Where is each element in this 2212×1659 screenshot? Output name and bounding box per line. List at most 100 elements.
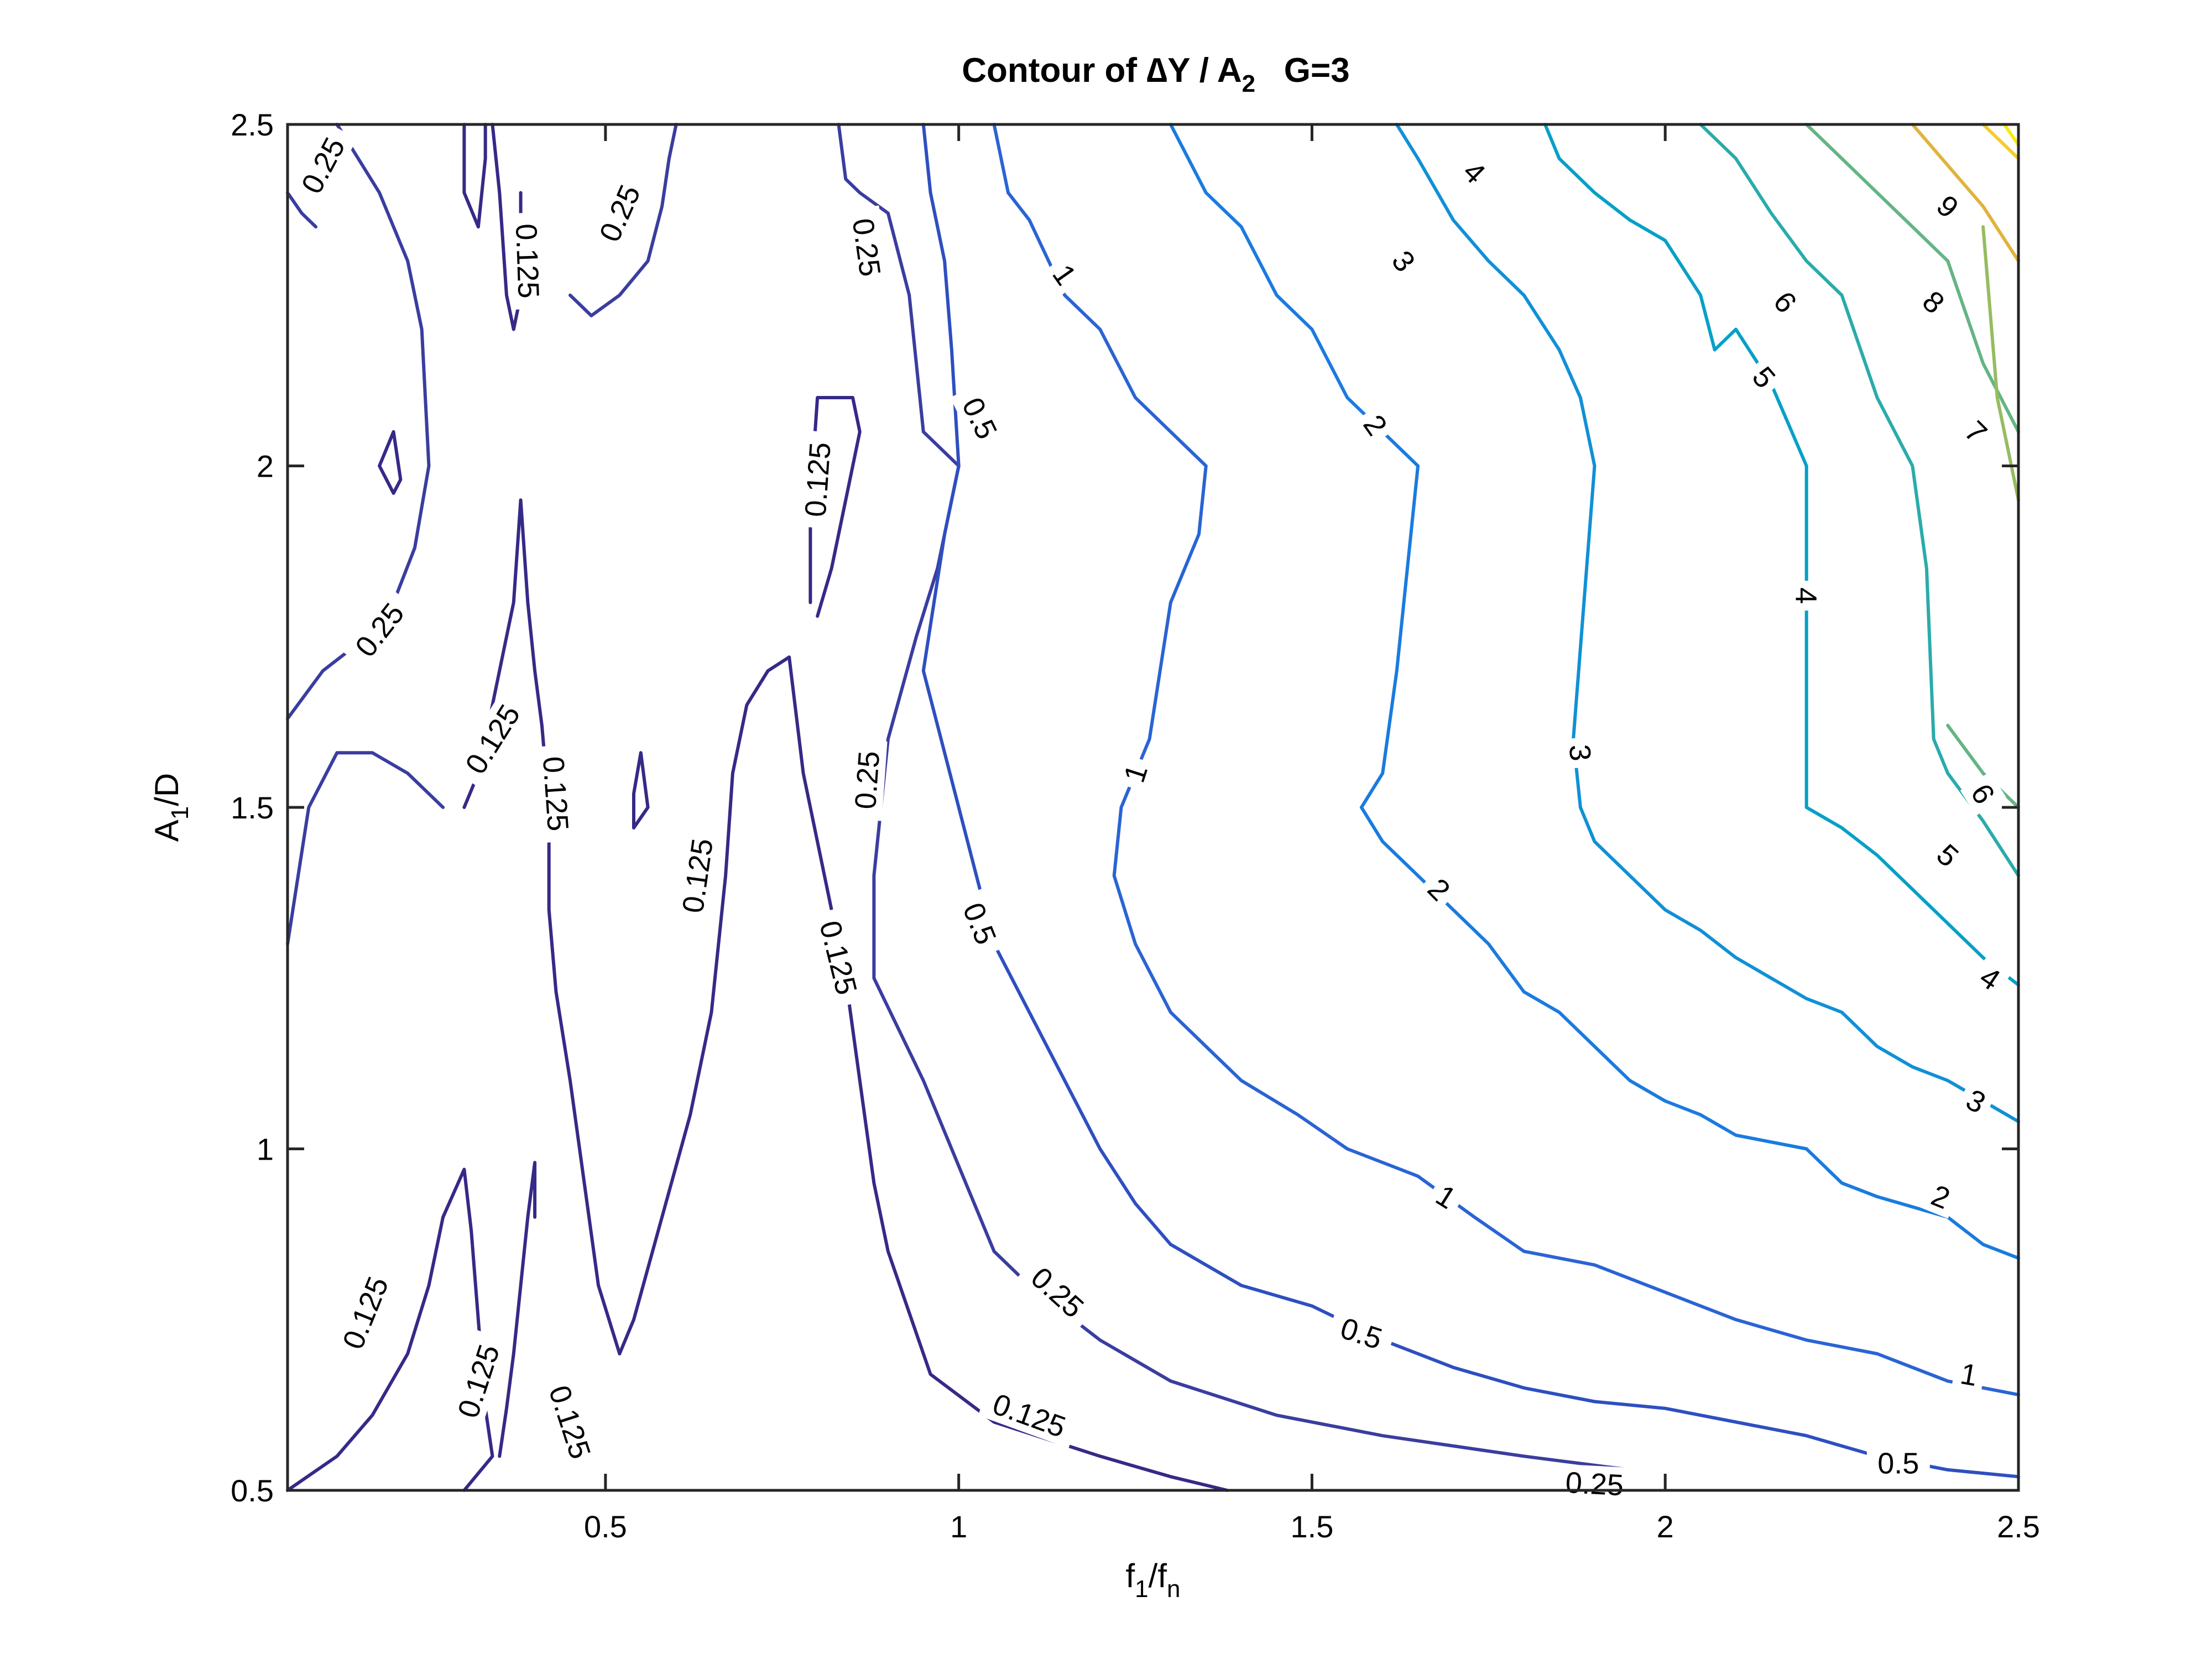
y-tick-label: 2.5 xyxy=(231,107,274,142)
contour-label-backing xyxy=(1562,737,1599,769)
contour-line-0_125-9 xyxy=(378,430,403,495)
contour-label-backing xyxy=(331,1261,400,1364)
contour-label-backing xyxy=(1416,866,1463,912)
contour-label-backing xyxy=(1451,149,1498,196)
contour-label-backing xyxy=(1954,1078,1998,1124)
contour-label-text: 0.25 xyxy=(1564,1466,1624,1502)
contour-line-0_25-13 xyxy=(568,123,678,317)
contour-label-27: 2 xyxy=(1920,1175,1961,1219)
contour-label-backing xyxy=(288,122,357,209)
chart-title-main: Y / A xyxy=(1167,51,1241,90)
contour-line-0_5-15 xyxy=(921,123,2020,1479)
contour-line-0_25-10 xyxy=(286,751,445,946)
contour-label-text: 0.25 xyxy=(846,216,887,278)
x-axis-label-sub2: n xyxy=(1167,1575,1180,1603)
chart-title-delta: ∆ xyxy=(1146,51,1167,90)
contour-label-7: 0.125 xyxy=(796,430,839,529)
y-axis-label: A1/D xyxy=(148,773,194,842)
x-tick-label: 1.5 xyxy=(1291,1509,1334,1544)
y-axis-label-sub: 1 xyxy=(166,806,194,820)
contour-line-0_125-1 xyxy=(498,1161,537,1458)
contour-label-backing xyxy=(673,825,722,926)
contour-line-6-22 xyxy=(1946,723,2020,809)
contour-label-24: 1 xyxy=(1951,1354,1987,1395)
contour-label-text: 0.125 xyxy=(536,755,575,832)
contour-label-backing xyxy=(1352,402,1399,447)
contour-label-8: 0.125 xyxy=(508,212,547,310)
contour-label-5: 0.125 xyxy=(673,825,722,926)
contour-line-10-26 xyxy=(2002,123,2020,147)
y-axis-label-base: A xyxy=(148,820,185,842)
contour-label-40: 9 xyxy=(1924,183,1971,230)
contour-label-backing xyxy=(1924,832,1971,879)
contour-label-backing xyxy=(508,212,547,310)
contour-label-backing xyxy=(1016,1252,1099,1332)
contour-label-32: 4 xyxy=(1788,581,1824,611)
contour-line-0_125-0 xyxy=(286,1167,494,1492)
contour-label-backing xyxy=(341,587,418,672)
contour-line-9-25 xyxy=(1981,123,2020,160)
contour-label-17: 0.5 xyxy=(950,382,1010,455)
chart-title-prefix: Contour of xyxy=(962,51,1146,90)
contour-label-backing xyxy=(1953,409,2000,455)
contour-label-backing xyxy=(1553,1463,1636,1504)
contour-label-22: 1 xyxy=(1114,753,1157,793)
contour-label-backing xyxy=(1424,1173,1469,1220)
contour-label-backing xyxy=(1951,1354,1987,1395)
contour-label-20: 0.5 xyxy=(1866,1445,1930,1481)
y-tick-label: 1 xyxy=(257,1132,274,1167)
contour-label-16: 0.25 xyxy=(1553,1463,1636,1504)
contour-label-backing xyxy=(1788,581,1824,611)
contour-label-backing xyxy=(1968,955,2013,1001)
y-tick-label: 2 xyxy=(257,449,274,484)
contour-label-text: 4 xyxy=(1790,587,1823,604)
x-axis-label-slash: /f xyxy=(1149,1557,1167,1594)
contour-label-backing xyxy=(1911,279,1957,325)
contour-label-backing xyxy=(446,1329,510,1433)
contour-label-backing xyxy=(535,744,577,843)
chart-title-subscript: 2 xyxy=(1242,70,1255,97)
contour-line-1-16 xyxy=(992,123,2020,1397)
contour-label-backing xyxy=(1114,753,1157,793)
contour-line-5-20 xyxy=(1699,123,2020,878)
x-tick-label: 2.5 xyxy=(1997,1509,2040,1544)
chart-title-suffix: G=3 xyxy=(1255,51,1350,90)
chart-title: Contour of ∆Y / A2 G=3 xyxy=(962,51,1349,97)
contour-line-0_25-12 xyxy=(286,191,318,229)
contour-label-backing xyxy=(810,906,868,1009)
contour-line-6-21 xyxy=(1804,123,2020,434)
contour-line-3-18 xyxy=(1395,123,2020,1124)
contour-line-0_125-8 xyxy=(632,751,650,830)
x-tick-label: 1 xyxy=(950,1509,967,1544)
y-ticks: 0.5 1 1.5 2 2.5 xyxy=(231,107,2018,1508)
contour-label-text: 3 xyxy=(1563,743,1597,762)
contour-label-14: 0.25 xyxy=(846,739,888,821)
y-tick-label: 0.5 xyxy=(231,1473,274,1508)
contour-line-2-17 xyxy=(1168,123,2020,1260)
x-tick-label: 2 xyxy=(1657,1509,1674,1544)
contour-line-0_25-14 xyxy=(837,123,1632,1472)
contour-label-30: 3 xyxy=(1954,1078,1998,1124)
x-axis-label-base: f xyxy=(1126,1557,1135,1594)
contour-label-text: 0.125 xyxy=(799,441,837,518)
contour-label-12: 0.25 xyxy=(587,169,652,257)
contour-label-13: 0.25 xyxy=(843,205,890,290)
contour-label-text: 0.5 xyxy=(1877,1447,1919,1480)
contour-label-backing xyxy=(843,205,890,290)
contour-label-backing xyxy=(452,688,533,790)
contour-label-backing xyxy=(1380,238,1427,284)
contour-label-backing xyxy=(1920,1175,1961,1219)
contour-label-backing xyxy=(1041,252,1088,298)
contour-label-backing xyxy=(796,430,839,529)
contour-label-backing xyxy=(1741,354,1787,400)
contour-label-backing xyxy=(1762,279,1809,325)
contour-label-backing xyxy=(587,169,652,257)
contour-label-backing xyxy=(950,382,1010,455)
contour-label-3: 0.125 xyxy=(535,744,577,843)
contour-label-backing xyxy=(1924,183,1971,230)
contour-line-0_125-7 xyxy=(462,123,487,229)
x-axis-label: f1/fn xyxy=(1126,1557,1181,1603)
contour-label-backing xyxy=(1866,1445,1930,1481)
